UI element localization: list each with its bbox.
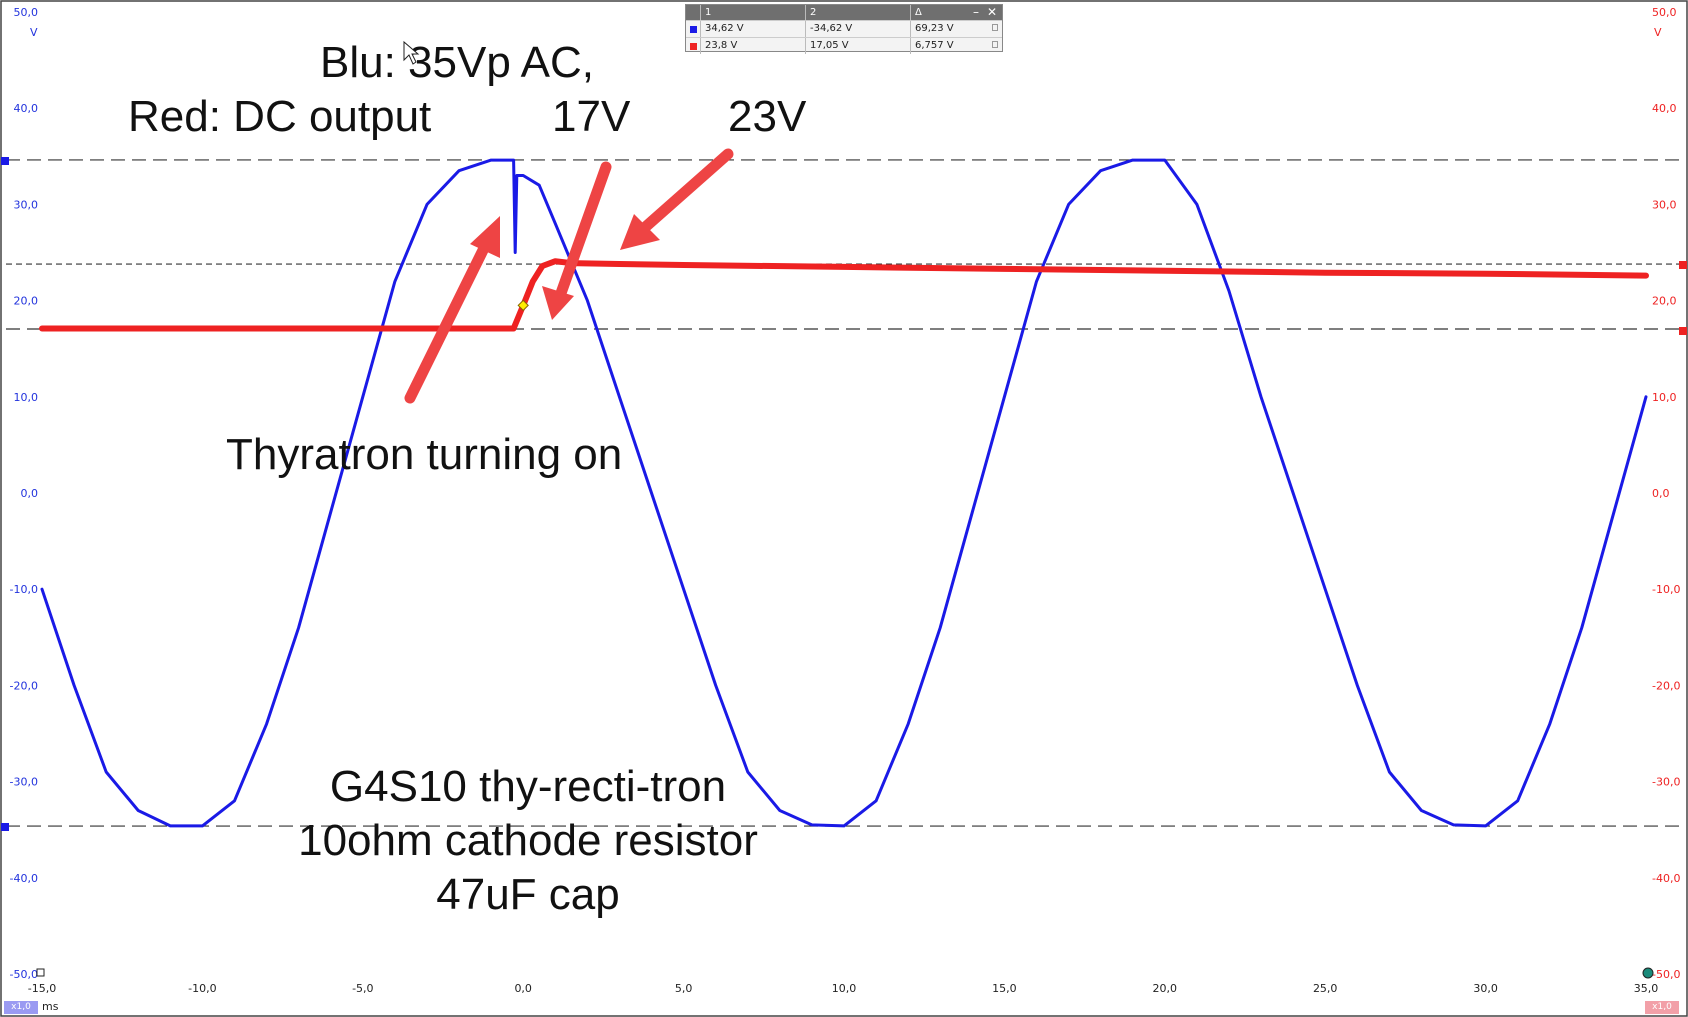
x-origin-marker[interactable] (36, 968, 45, 977)
annotation-17v: 17V (552, 92, 631, 141)
y-tick-right: -20,0 (1652, 679, 1680, 692)
arrow-thyratron (404, 216, 500, 404)
y-tick-right: 0,0 (1652, 487, 1670, 500)
x-tick: 20,0 (1153, 982, 1178, 995)
row2-value1: 23,8 V (700, 38, 805, 54)
y-tick-right: 10,0 (1652, 391, 1677, 404)
y-tick-left: -40,0 (10, 872, 38, 885)
col-header-2: 2 (805, 5, 910, 20)
series-blue-trace (40, 158, 1648, 828)
y-tick-right: 20,0 (1652, 295, 1677, 308)
x-scale-badge[interactable]: x1,0 (4, 1001, 38, 1014)
col-header-1: 1 (700, 5, 805, 20)
cursor-handle-left-top[interactable] (1, 157, 9, 165)
series-swatch-icon (689, 42, 697, 50)
row1-value2: -34,62 V (805, 21, 910, 37)
y-tick-left: -10,0 (10, 583, 38, 596)
arrow-23v (620, 148, 734, 250)
annotation-footer3: 47uF cap (436, 870, 619, 919)
annotation-23v: 23V (728, 92, 807, 141)
y-unit-left: V (30, 26, 38, 39)
row1-value1: 34,62 V (700, 21, 805, 37)
y-tick-right: 30,0 (1652, 198, 1677, 211)
y-tick-right: -30,0 (1652, 776, 1680, 789)
row1-delta: 69,23 V (915, 23, 954, 34)
arrow-17v (542, 161, 612, 320)
lock-icon[interactable] (992, 41, 998, 48)
annotation-line1: Blu: 35Vp AC, (320, 38, 594, 87)
y-tick-right: -10,0 (1652, 583, 1680, 596)
cursor-measurement-table[interactable]: 1 2 Δ – ✕ 34,62 V -34,62 V 69,23 V 23,8 … (685, 4, 1003, 54)
lock-icon[interactable] (992, 24, 998, 31)
annotation-footer2: 10ohm cathode resistor (298, 816, 758, 865)
y-unit-right: V (1654, 26, 1662, 39)
y-tick-right: -50,0 (1652, 968, 1680, 981)
x-tick: -15,0 (28, 982, 56, 995)
annotation-thyratron: Thyratron turning on (226, 430, 622, 479)
y-tick-left: -20,0 (10, 679, 38, 692)
x-end-marker[interactable] (1642, 967, 1654, 979)
x-tick: 35,0 (1634, 982, 1659, 995)
y-tick-left: -30,0 (10, 776, 38, 789)
row2-delta: 6,757 V (915, 40, 954, 51)
table-row: 23,8 V 17,05 V 6,757 V (686, 37, 1002, 54)
close-icon[interactable]: ✕ (986, 5, 998, 19)
x-tick: -10,0 (188, 982, 216, 995)
series-swatch-icon (689, 25, 697, 33)
series-red-trace (39, 258, 1649, 332)
mouse-pointer-icon (403, 40, 420, 65)
annotation-footer1: G4S10 thy-recti-tron (330, 762, 726, 811)
y-tick-left: 20,0 (14, 295, 39, 308)
y-tick-right: -40,0 (1652, 872, 1680, 885)
row2-value2: 17,05 V (805, 38, 910, 54)
trigger-marker (517, 299, 529, 312)
y-tick-left: -50,0 (10, 968, 38, 981)
x-tick: -5,0 (352, 982, 373, 995)
y-tick-left: 40,0 (14, 102, 39, 115)
y-tick-right: 50,0 (1652, 6, 1677, 19)
y-tick-left: 0,0 (21, 487, 39, 500)
cursor-handle-right-top[interactable] (1679, 261, 1687, 269)
right-scale-badge[interactable]: x1,0 (1645, 1001, 1679, 1014)
x-tick: 0,0 (514, 982, 532, 995)
col-header-delta: Δ (910, 5, 1002, 20)
cursor-handle-left-bottom[interactable] (1, 823, 9, 831)
table-row: 34,62 V -34,62 V 69,23 V (686, 20, 1002, 37)
x-tick: 10,0 (832, 982, 857, 995)
y-tick-left: 50,0 (14, 6, 39, 19)
y-tick-left: 10,0 (14, 391, 39, 404)
x-tick: 15,0 (992, 982, 1017, 995)
annotation-line2: Red: DC output (128, 92, 431, 141)
x-tick: 25,0 (1313, 982, 1338, 995)
x-unit-label: ms (42, 1000, 59, 1013)
x-tick: 5,0 (675, 982, 693, 995)
y-tick-right: 40,0 (1652, 102, 1677, 115)
y-tick-left: 30,0 (14, 198, 39, 211)
minimize-icon[interactable]: – (973, 5, 979, 19)
cursor-handle-right-bottom[interactable] (1679, 327, 1687, 335)
x-tick: 30,0 (1473, 982, 1498, 995)
